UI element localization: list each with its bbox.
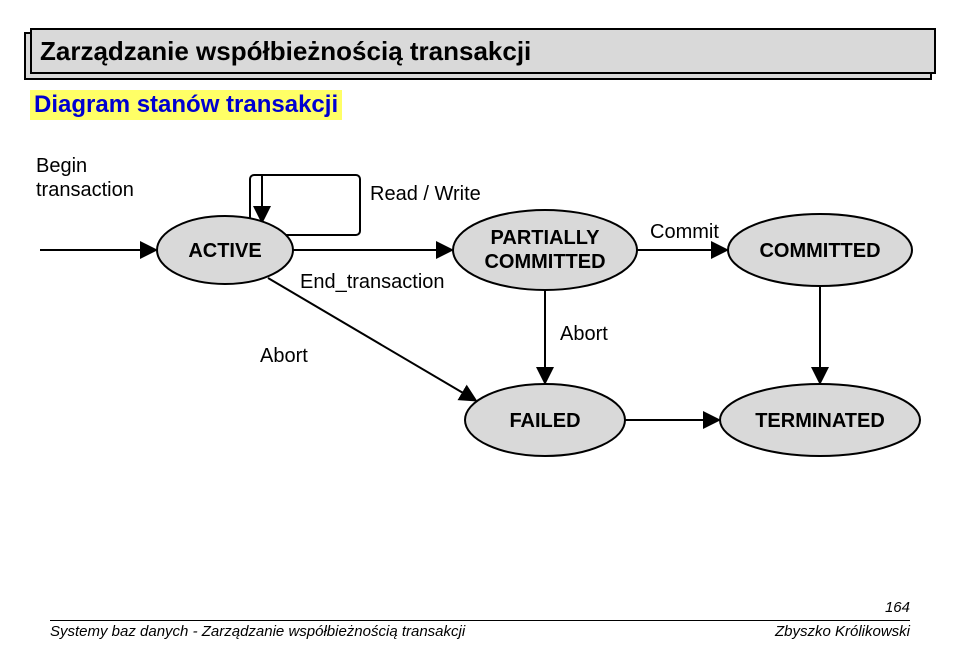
node-active-label: ACTIVE [188, 240, 261, 262]
page-number: 164 [885, 599, 910, 616]
footer-divider [50, 620, 910, 621]
node-partial-label-top: PARTIALLY [491, 227, 601, 249]
node-partial: PARTIALLY COMMITTED [453, 210, 637, 290]
label-commit: Commit [650, 221, 719, 243]
node-terminated-label: TERMINATED [755, 410, 885, 432]
node-committed: COMMITTED [728, 214, 912, 286]
label-begin-bot: transaction [36, 179, 134, 201]
node-failed: FAILED [465, 384, 625, 456]
node-active: ACTIVE [157, 216, 293, 284]
node-terminated: TERMINATED [720, 384, 920, 456]
label-abort-left: Abort [260, 345, 308, 367]
node-partial-label-bot: COMMITTED [484, 251, 605, 273]
state-diagram: Begin transaction Read / Write End_trans… [0, 0, 960, 662]
label-abort-mid: Abort [560, 323, 608, 345]
label-end-txn: End_transaction [300, 271, 445, 293]
footer-left: Systemy baz danych - Zarządzanie współbi… [50, 623, 465, 640]
label-begin-top: Begin [36, 155, 87, 177]
footer-right: Zbyszko Królikowski [775, 623, 910, 640]
node-failed-label: FAILED [509, 410, 580, 432]
label-readwrite: Read / Write [370, 183, 481, 205]
footer: Systemy baz danych - Zarządzanie współbi… [50, 620, 910, 640]
page-title: Zarządzanie współbieżnością transakcji [40, 36, 531, 67]
title-bar: Zarządzanie współbieżnością transakcji [30, 28, 936, 74]
edge-abort-left [268, 278, 475, 400]
node-committed-label: COMMITTED [759, 240, 880, 262]
page: Zarządzanie współbieżnością transakcji D… [0, 0, 960, 662]
